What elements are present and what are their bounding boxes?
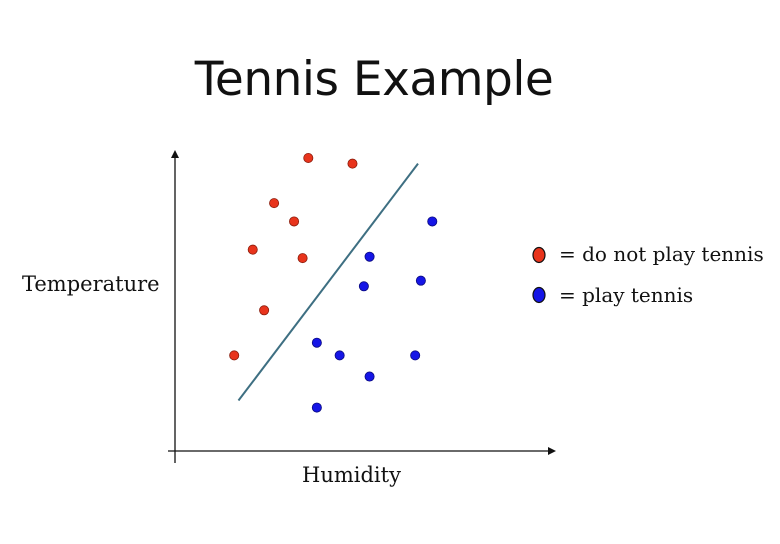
x-axis-label: Humidity <box>302 463 401 487</box>
point-do-not-play-4 <box>247 244 258 255</box>
legend-marker-do-not-play <box>532 246 546 264</box>
point-play-7 <box>410 350 421 361</box>
point-do-not-play-2 <box>269 198 280 209</box>
point-do-not-play-5 <box>297 253 308 264</box>
point-play-0 <box>427 216 438 227</box>
decision-boundary <box>237 163 419 402</box>
point-play-6 <box>364 371 375 382</box>
point-play-2 <box>358 281 369 292</box>
legend-label-do-not-play: = do not play tennis <box>559 242 764 266</box>
point-play-4 <box>311 337 322 348</box>
point-do-not-play-3 <box>289 216 300 227</box>
point-do-not-play-6 <box>259 305 270 316</box>
data-points <box>229 152 438 413</box>
y-axis-label: Temperature <box>22 272 160 296</box>
point-play-1 <box>364 251 375 262</box>
page-title: Tennis Example <box>194 52 554 107</box>
point-do-not-play-1 <box>347 158 358 169</box>
point-do-not-play-0 <box>303 152 314 163</box>
point-play-8 <box>311 402 322 413</box>
legend-label-play: = play tennis <box>559 283 694 307</box>
decision-boundary-line <box>237 163 419 402</box>
point-play-5 <box>334 350 345 361</box>
point-do-not-play-7 <box>229 350 240 361</box>
legend-marker-play <box>532 286 546 304</box>
legend-markers <box>532 246 546 304</box>
point-play-3 <box>415 275 426 286</box>
axes <box>168 150 556 463</box>
